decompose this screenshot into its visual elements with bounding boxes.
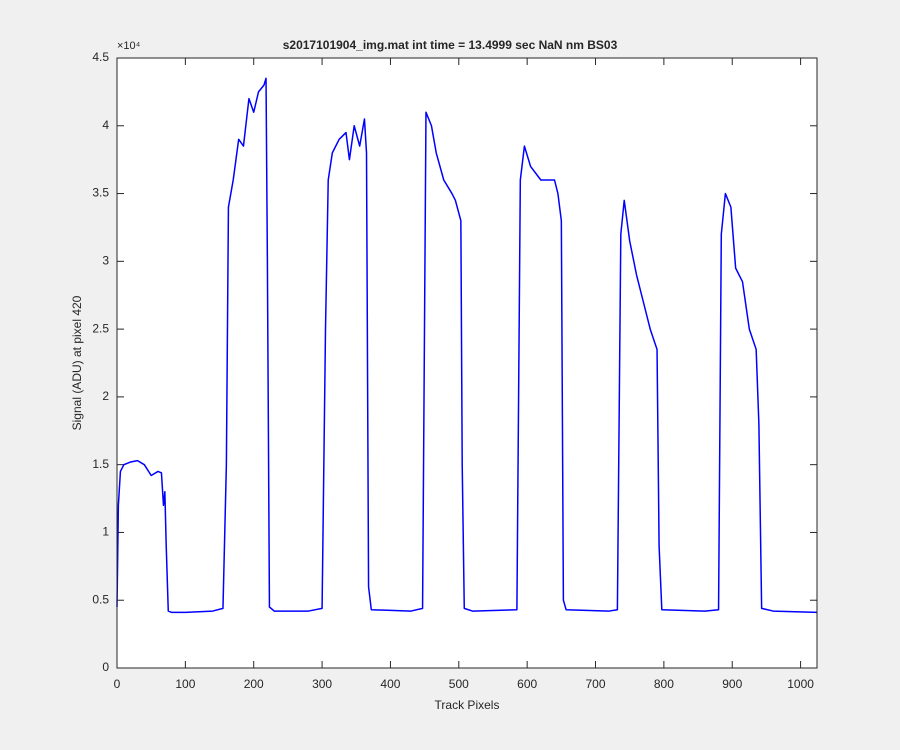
y-tick-label: 3.5 [92,186,109,200]
x-tick-label: 300 [312,677,332,691]
x-tick-label: 900 [722,677,742,691]
data-line [116,77,818,614]
x-tick-label: 0 [114,677,121,691]
chart-title: s2017101904_img.mat int time = 13.4999 s… [283,38,618,52]
y-tick-label: 3 [102,254,109,268]
y-tick-label: 2 [102,389,109,403]
x-tick-label: 800 [654,677,674,691]
x-tick-label: 700 [586,677,606,691]
y-tick-label: 1.5 [92,457,109,471]
axes-box [116,57,818,669]
x-tick-label: 500 [449,677,469,691]
x-axis-label: Track Pixels [435,698,500,712]
x-tick-label: 1000 [787,677,814,691]
y-multiplier: ×10⁴ [117,40,141,52]
x-tick-label: 600 [517,677,537,691]
y-tick-label: 0.5 [92,592,109,606]
plot-area [117,58,817,668]
y-tick-label: 4 [102,118,109,132]
y-tick-label: 4.5 [92,50,109,64]
y-tick-label: 1 [102,525,109,539]
y-tick-label: 2.5 [92,321,109,335]
x-tick-label: 100 [175,677,195,691]
y-tick-label: 0 [102,660,109,674]
x-tick-label: 200 [244,677,264,691]
x-tick-label: 400 [380,677,400,691]
y-axis-label: Signal (ADU) at pixel 420 [70,295,84,430]
